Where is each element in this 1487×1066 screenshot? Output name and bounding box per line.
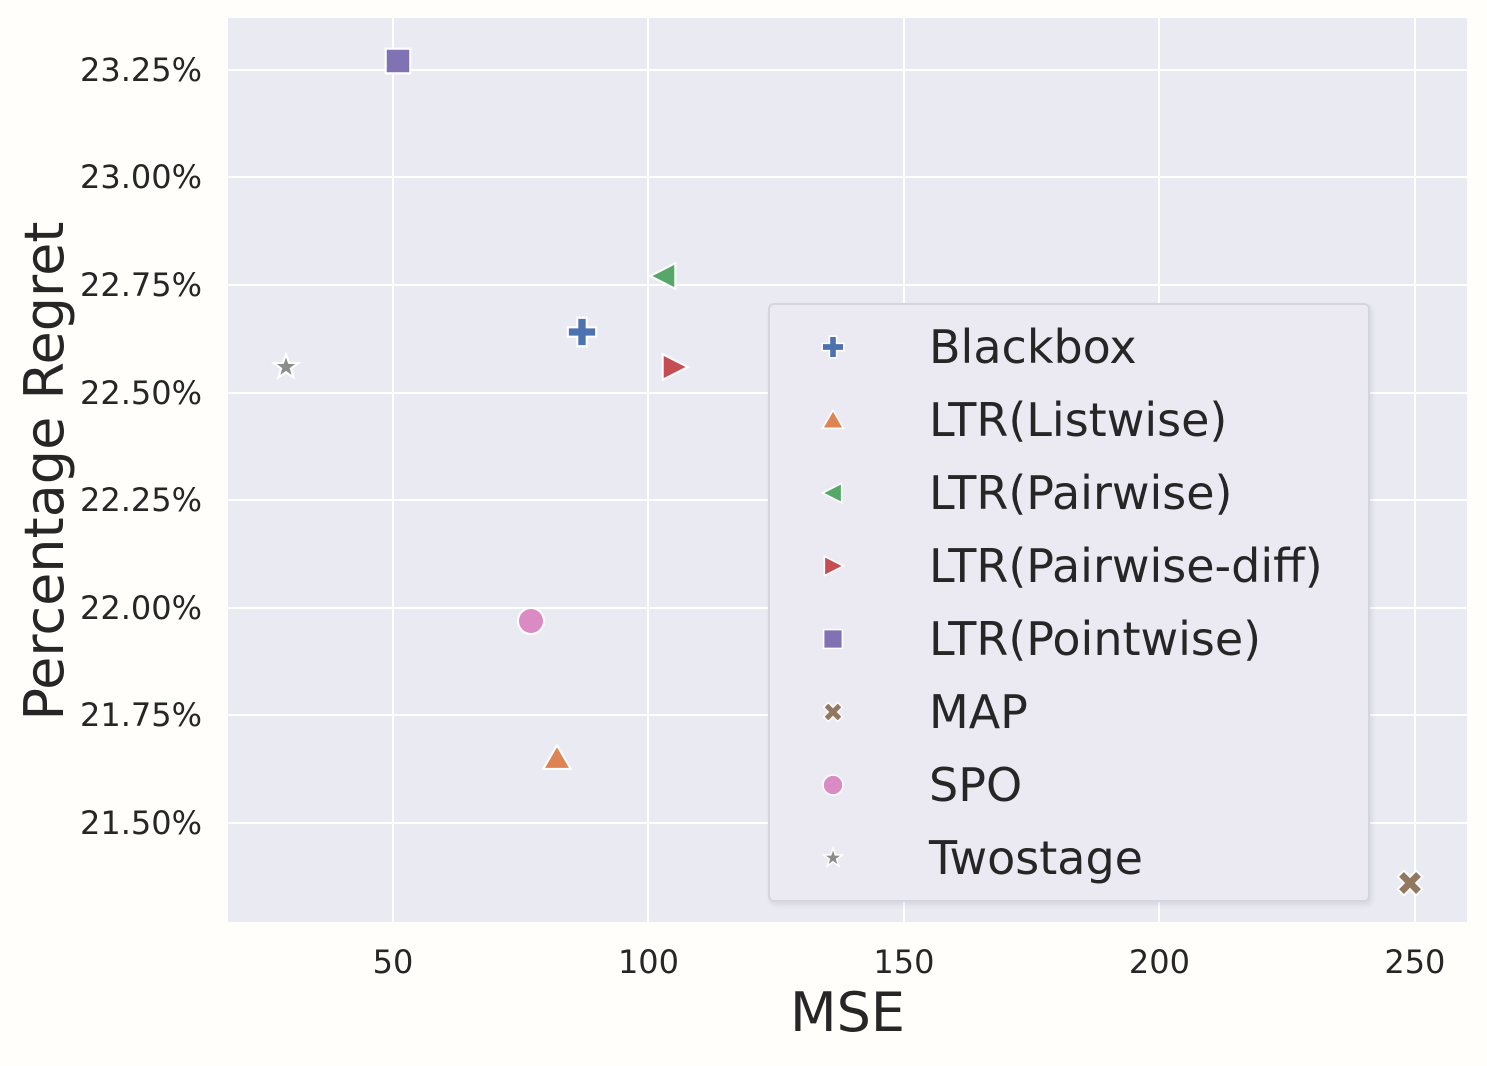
- gridline-y-23-25: [228, 68, 1467, 71]
- y-axis-label: Percentage Regret: [13, 221, 76, 721]
- legend-item-label: SPO: [929, 757, 1023, 812]
- legend-triangle-up-icon: [808, 407, 858, 433]
- x-tick-label-150: 150: [873, 943, 935, 981]
- legend-item-ltr-pairwise-diff: LTR(Pairwise-diff): [770, 530, 1368, 603]
- legend-plus-icon: [808, 334, 858, 360]
- twostage-star-icon: [270, 350, 301, 380]
- legend-circle-icon: [808, 772, 858, 798]
- legend-item-label: Blackbox: [929, 320, 1137, 375]
- gridline-x-250: [1413, 18, 1416, 922]
- data-point-ltr-pointwise: [381, 44, 415, 78]
- legend-blackbox-plus-icon: [821, 335, 845, 360]
- map-x-cross-icon: [1396, 869, 1424, 897]
- y-tick-label-22-00: 22.00%: [79, 588, 202, 627]
- legend-ltr-listwise-triangle-up-icon: [821, 408, 845, 430]
- gridline-x-100: [647, 18, 650, 922]
- legend-triangle-left-icon: [808, 480, 858, 506]
- legend-item-ltr-listwise: LTR(Listwise): [770, 384, 1368, 457]
- y-tick-label-22-75: 22.75%: [79, 265, 202, 304]
- legend-item-blackbox: Blackbox: [770, 311, 1368, 384]
- legend: Blackbox LTR(Listwise) LTR(Pairwise) LTR(Pa…: [768, 303, 1370, 902]
- legend-item-ltr-pairwise: LTR(Pairwise): [770, 457, 1368, 530]
- gridline-y-22-75: [228, 283, 1467, 286]
- legend-item-map: MAP: [770, 675, 1368, 748]
- blackbox-plus-icon: [566, 317, 598, 348]
- y-tick-label-21-50: 21.50%: [79, 803, 202, 842]
- legend-item-label: LTR(Pairwise-diff): [929, 539, 1323, 594]
- gridline-x-50: [392, 18, 395, 922]
- data-point-blackbox: [565, 315, 599, 349]
- ltr-pointwise-square-icon: [384, 47, 412, 75]
- legend-ltr-pointwise-square-icon: [822, 628, 844, 650]
- y-tick-label-23-25: 23.25%: [79, 50, 202, 89]
- data-point-ltr-pairwise: [647, 259, 681, 293]
- ltr-pairwise-diff-triangle-right-icon: [661, 352, 691, 382]
- legend-map-x-cross-icon: [822, 701, 844, 723]
- y-tick-label-22-25: 22.25%: [79, 481, 202, 520]
- legend-star-icon: [808, 845, 858, 871]
- legend-square-icon: [808, 626, 858, 652]
- y-tick-label-21-75: 21.75%: [79, 696, 202, 735]
- x-tick-label-50: 50: [372, 943, 414, 981]
- legend-item-ltr-pointwise: LTR(Pointwise): [770, 603, 1368, 676]
- legend-x-cross-icon: [808, 699, 858, 725]
- legend-item-label: LTR(Listwise): [929, 393, 1228, 448]
- y-tick-label-23-00: 23.00%: [79, 158, 202, 197]
- data-point-ltr-listwise: [540, 741, 574, 775]
- data-point-map: [1393, 866, 1427, 900]
- legend-triangle-right-icon: [808, 553, 858, 579]
- x-tick-label-100: 100: [617, 943, 680, 981]
- data-point-spo: [514, 604, 548, 638]
- legend-item-label: LTR(Pairwise): [929, 466, 1233, 521]
- ltr-listwise-triangle-up-icon: [541, 743, 573, 771]
- gridline-y-23-00: [228, 176, 1467, 179]
- legend-ltr-pairwise-diff-triangle-right-icon: [823, 555, 846, 578]
- data-point-twostage: [269, 350, 303, 384]
- legend-item-label: MAP: [929, 684, 1028, 739]
- legend-item-label: LTR(Pointwise): [929, 611, 1262, 666]
- legend-item-label: Twostage: [929, 830, 1143, 885]
- x-tick-label-200: 200: [1128, 943, 1190, 981]
- x-tick-label-250: 250: [1384, 943, 1446, 981]
- legend-item-spo: SPO: [770, 748, 1368, 821]
- y-tick-label-22-50: 22.50%: [79, 373, 202, 412]
- x-axis-label: MSE: [790, 981, 905, 1044]
- ltr-pairwise-triangle-left-icon: [647, 261, 677, 291]
- data-point-ltr-pairwise-diff: [657, 350, 691, 384]
- legend-ltr-pairwise-triangle-left-icon: [820, 482, 843, 505]
- spo-circle-icon: [516, 606, 546, 635]
- legend-item-twostage: Twostage: [770, 821, 1368, 894]
- legend-spo-circle-icon: [822, 773, 844, 796]
- legend-twostage-star-icon: [821, 845, 845, 868]
